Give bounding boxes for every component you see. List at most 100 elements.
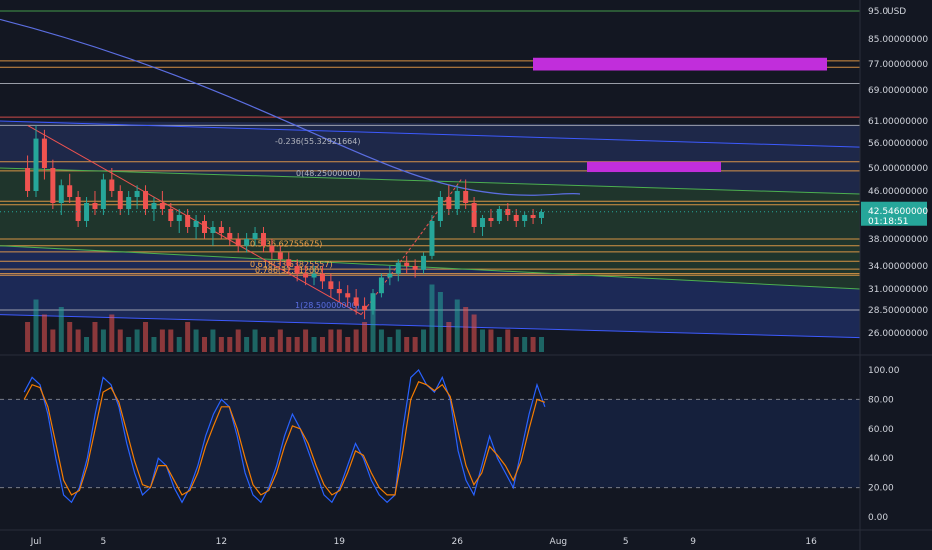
candle-body[interactable] [126, 197, 132, 209]
currency-label[interactable]: USD [887, 7, 906, 17]
volume-bar [58, 307, 64, 352]
volume-bar [202, 337, 207, 352]
candle-body[interactable] [429, 221, 435, 256]
last-price-countdown: 01:18:51 [868, 217, 908, 227]
candle-body[interactable] [488, 218, 494, 221]
last-price-value: 42.54600000 [868, 207, 928, 217]
candle-body[interactable] [159, 203, 165, 209]
volume-bar [260, 337, 266, 352]
price-tick-label: 26.00000000 [868, 329, 928, 339]
candle-body[interactable] [143, 191, 149, 209]
candle-body[interactable] [437, 197, 443, 221]
candle-body[interactable] [260, 233, 266, 246]
candle-body[interactable] [75, 197, 81, 221]
oscillator-line[interactable] [23, 369, 546, 504]
candle-body[interactable] [294, 266, 300, 274]
candle-body[interactable] [269, 245, 275, 253]
candle-body[interactable] [41, 138, 47, 168]
candle-body[interactable] [227, 233, 233, 239]
candle-body[interactable] [50, 168, 56, 203]
candle-body[interactable] [303, 273, 309, 278]
fib-label: -0.236(55.32921664) [275, 137, 360, 146]
candle-body[interactable] [134, 191, 140, 197]
candle-body[interactable] [185, 215, 191, 227]
candle-body[interactable] [421, 255, 427, 270]
volume-bar [50, 329, 56, 352]
price-tick-label: 46.00000000 [868, 187, 928, 197]
candle-body[interactable] [311, 273, 317, 278]
candle-body[interactable] [404, 262, 410, 266]
candle-body[interactable] [353, 297, 359, 306]
price-pane[interactable]: -0.236(55.32921664) 0(48.25000000) 0.5(36.… [0, 10, 861, 352]
candle-body[interactable] [345, 293, 351, 298]
purple-zone-upper[interactable] [533, 57, 827, 71]
fib-retrace-line[interactable] [360, 177, 463, 315]
candle-body[interactable] [100, 179, 106, 210]
candle-body[interactable] [378, 277, 384, 294]
candle-body[interactable] [244, 239, 250, 246]
oscillator-axis[interactable]: 100.00 80.00 60.00 40.00 20.00 0.00 [868, 366, 900, 523]
candle-body[interactable] [25, 168, 31, 191]
candle-body[interactable] [328, 281, 334, 289]
candle-body[interactable] [286, 259, 292, 266]
candle-body[interactable] [168, 209, 174, 221]
candle-body[interactable] [446, 197, 452, 209]
candle-body[interactable] [530, 215, 536, 218]
volume-bar [530, 337, 536, 352]
time-tick-label: 19 [334, 537, 346, 547]
candle-body[interactable] [370, 293, 376, 310]
fib-label: 0(48.25000000) [296, 169, 361, 178]
candle-body[interactable] [539, 212, 544, 218]
candle-body[interactable] [496, 209, 502, 221]
volume-bar [286, 337, 292, 352]
candle-body[interactable] [176, 215, 182, 221]
candle-body[interactable] [454, 191, 460, 209]
candle-body[interactable] [33, 138, 39, 191]
price-tick-label: 95.0 [868, 7, 888, 17]
candle-body[interactable] [58, 185, 64, 203]
upper-channel-fill [0, 121, 860, 194]
candle-body[interactable] [109, 179, 115, 192]
candle-body[interactable] [513, 215, 519, 221]
candle-body[interactable] [218, 227, 224, 233]
price-axis[interactable]: 95.0 85.00000000 77.00000000 69.00000000 61.… [868, 7, 928, 339]
channel-mid-low-line[interactable] [0, 245, 861, 290]
oscillator-pane[interactable] [0, 369, 860, 504]
candle-body[interactable] [277, 252, 283, 260]
candle-body[interactable] [362, 305, 368, 310]
candle-body[interactable] [193, 221, 199, 227]
candle-body[interactable] [202, 221, 207, 233]
oscillator-tick-label: 80.00 [868, 395, 894, 405]
volume-bar [100, 329, 106, 352]
oscillator-tick-label: 100.00 [868, 366, 900, 376]
candle-body[interactable] [151, 203, 157, 209]
candle-body[interactable] [471, 203, 477, 227]
candle-body[interactable] [387, 273, 393, 278]
candle-body[interactable] [84, 203, 90, 221]
channel-top-line[interactable] [0, 120, 861, 148]
candle-body[interactable] [210, 227, 216, 233]
moving-average-line[interactable] [0, 18, 581, 196]
candle-body[interactable] [336, 289, 342, 294]
time-axis[interactable]: Jul 5 12 19 26 Aug 5 9 16 [30, 537, 818, 547]
oscillator-line[interactable] [23, 381, 546, 496]
channel-mid-line[interactable] [0, 167, 861, 195]
candle-body[interactable] [412, 266, 418, 270]
candle-body[interactable] [480, 218, 486, 227]
candle-body[interactable] [67, 185, 73, 197]
candle-body[interactable] [522, 215, 528, 221]
purple-zone-lower[interactable] [587, 161, 721, 173]
candle-body[interactable] [395, 262, 401, 274]
volume-bar [151, 337, 157, 352]
candle-body[interactable] [463, 191, 469, 203]
candle-body[interactable] [235, 239, 241, 246]
candle-body[interactable] [252, 233, 258, 239]
candle-body[interactable] [92, 203, 98, 209]
candle-body[interactable] [117, 191, 123, 209]
candle-body[interactable] [505, 209, 511, 215]
time-tick-label: 26 [452, 537, 464, 547]
volume-bar [370, 307, 376, 352]
volume-bar [505, 329, 511, 352]
candle-body[interactable] [319, 273, 325, 282]
